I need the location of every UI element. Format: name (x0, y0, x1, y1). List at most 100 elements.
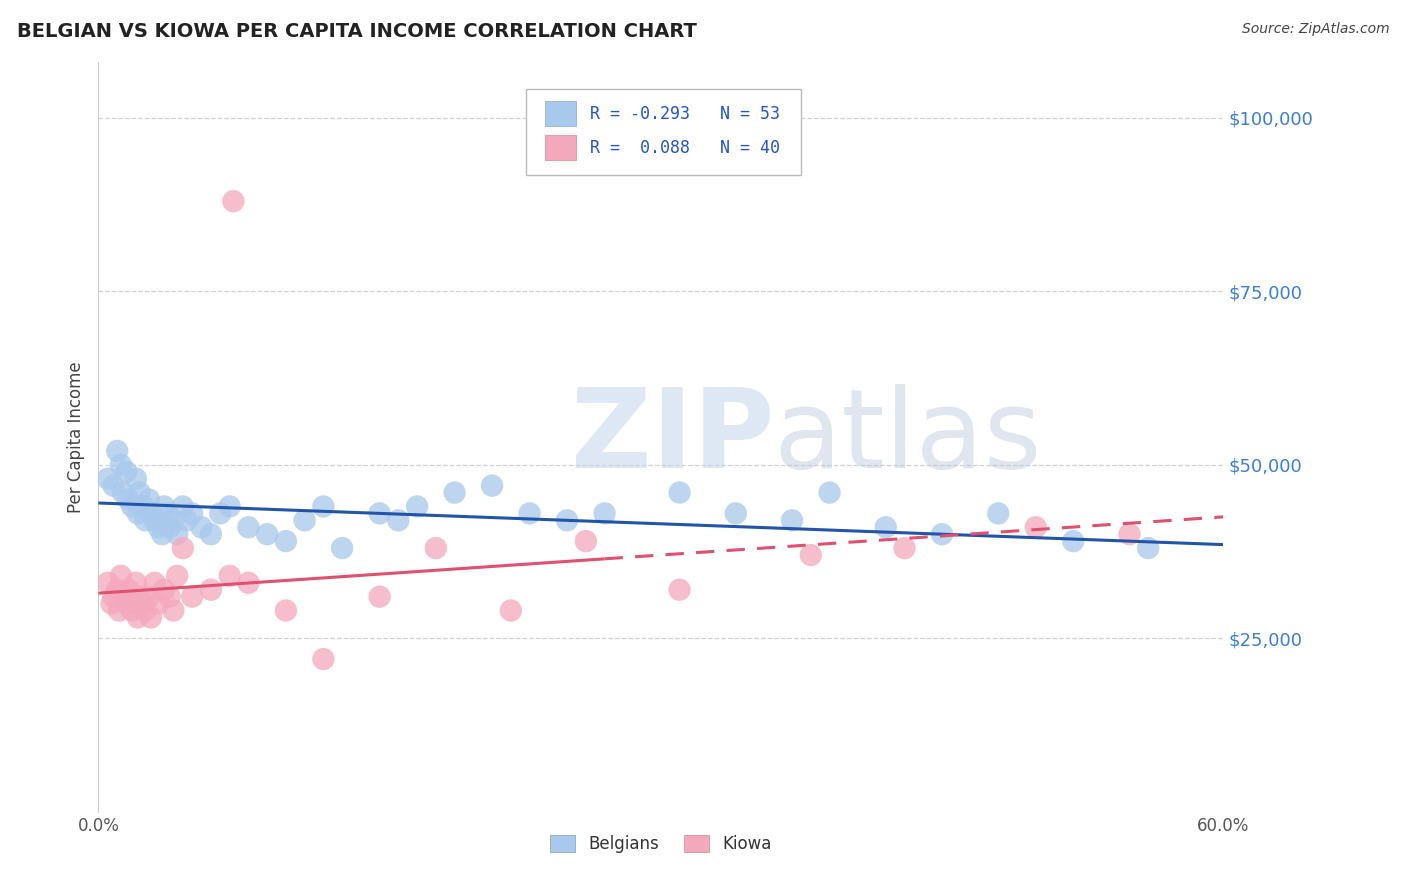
Point (190, 520, 212, 534)
Point (138, 590, 160, 604)
Point (368, 590, 391, 604)
Text: ZIP: ZIP (571, 384, 775, 491)
Point (127, 507, 149, 521)
Point (312, 500, 335, 514)
Point (139, 507, 162, 521)
Point (312, 652, 335, 666)
Point (368, 507, 391, 521)
Point (128, 485, 150, 500)
Point (150, 527, 173, 541)
Point (1118, 527, 1140, 541)
Point (117, 492, 139, 507)
Point (132, 597, 155, 611)
Point (406, 500, 429, 514)
Point (668, 582, 690, 597)
Point (138, 492, 160, 507)
Point (481, 478, 503, 492)
Point (132, 500, 155, 514)
Point (1025, 520, 1047, 534)
Point (200, 527, 222, 541)
Point (156, 507, 179, 521)
Point (117, 582, 139, 597)
Point (162, 603, 184, 617)
Point (122, 597, 145, 611)
Point (159, 590, 181, 604)
Point (172, 500, 194, 514)
Point (148, 520, 170, 534)
Point (121, 603, 143, 617)
Point (593, 507, 616, 521)
Point (105, 582, 128, 597)
Point (274, 603, 297, 617)
Text: R =  0.088   N = 40: R = 0.088 N = 40 (591, 139, 780, 157)
Point (172, 541, 194, 555)
Point (115, 465, 138, 479)
Point (139, 610, 162, 624)
Point (893, 541, 915, 555)
Text: BELGIAN VS KIOWA PER CAPITA INCOME CORRELATION CHART: BELGIAN VS KIOWA PER CAPITA INCOME CORRE… (17, 22, 697, 41)
Point (181, 590, 204, 604)
Point (166, 527, 188, 541)
Point (1137, 541, 1160, 555)
Point (127, 610, 149, 624)
Point (110, 458, 132, 472)
Point (238, 520, 260, 534)
Point (97, 575, 120, 590)
Point (724, 507, 747, 521)
Point (103, 478, 125, 492)
Point (294, 513, 316, 527)
Point (97, 472, 120, 486)
Point (125, 575, 148, 590)
Point (274, 534, 297, 549)
Point (166, 569, 188, 583)
Point (209, 507, 232, 521)
Point (153, 500, 176, 514)
Point (121, 500, 143, 514)
Text: atlas: atlas (773, 384, 1042, 491)
Point (162, 513, 184, 527)
Point (159, 520, 181, 534)
Point (238, 575, 260, 590)
Point (387, 513, 409, 527)
Point (443, 485, 465, 500)
Point (555, 513, 578, 527)
Point (128, 590, 150, 604)
Text: Source: ZipAtlas.com: Source: ZipAtlas.com (1241, 22, 1389, 37)
Point (143, 513, 166, 527)
Point (875, 520, 897, 534)
Point (148, 597, 170, 611)
Point (134, 603, 156, 617)
Point (222, 194, 245, 209)
Point (181, 507, 204, 521)
Point (125, 472, 148, 486)
Point (931, 527, 953, 541)
Point (200, 582, 222, 597)
Point (519, 507, 541, 521)
Y-axis label: Per Capita Income: Per Capita Income (66, 361, 84, 513)
Point (114, 590, 136, 604)
Point (153, 582, 176, 597)
Point (499, 603, 522, 617)
Point (987, 507, 1010, 521)
Text: R = -0.293   N = 53: R = -0.293 N = 53 (591, 105, 780, 123)
FancyBboxPatch shape (526, 88, 801, 175)
Point (143, 575, 166, 590)
Point (134, 513, 156, 527)
Point (218, 569, 240, 583)
Point (780, 513, 803, 527)
Point (110, 569, 132, 583)
Point (818, 485, 841, 500)
Point (800, 548, 823, 562)
Point (575, 534, 598, 549)
Point (108, 603, 131, 617)
Point (115, 597, 138, 611)
Point (256, 527, 278, 541)
Point (111, 485, 134, 500)
Point (103, 590, 125, 604)
Legend: Belgians, Kiowa: Belgians, Kiowa (543, 828, 779, 860)
FancyBboxPatch shape (546, 102, 576, 126)
Point (330, 541, 353, 555)
Point (425, 541, 447, 555)
FancyBboxPatch shape (546, 135, 576, 160)
Point (105, 444, 128, 458)
